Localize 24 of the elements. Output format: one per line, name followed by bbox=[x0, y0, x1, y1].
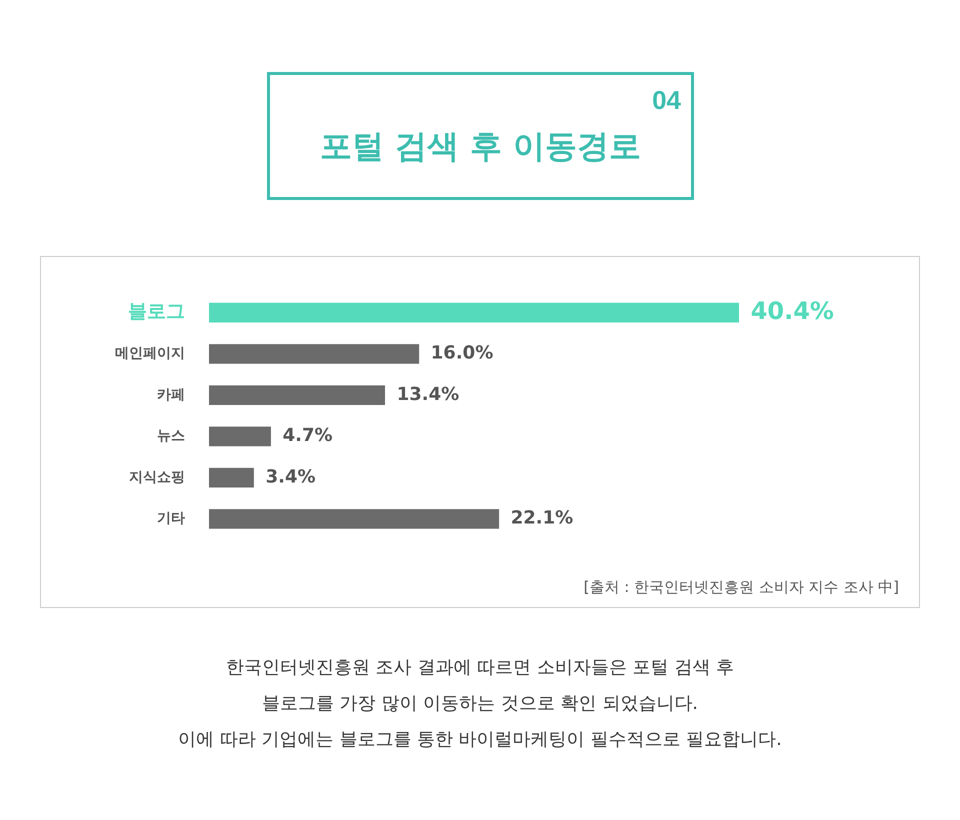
text: 한국인터넷진흥원 조사 결과에 따르면 소비자들은 포털 검색 후 bbox=[224, 656, 736, 680]
bar bbox=[209, 426, 271, 446]
y-tick-label: 뉴스 bbox=[157, 428, 185, 444]
chart-title: 포털 검색 후 이동경로 bbox=[318, 126, 642, 167]
y-tick-label: 카페 bbox=[157, 386, 185, 403]
bar bbox=[209, 385, 386, 405]
data-label: 40.4% bbox=[750, 296, 834, 325]
bar bbox=[209, 302, 740, 322]
y-tick-label: 지식쇼핑 bbox=[129, 469, 185, 486]
text: 04 bbox=[652, 85, 681, 116]
y-tick-label: 기타 bbox=[157, 510, 185, 527]
bar bbox=[209, 468, 254, 488]
bar bbox=[209, 344, 420, 364]
text: [출처 : 한국인터넷진흥원 소비자 지수 조사 中] bbox=[584, 578, 899, 597]
data-label: 4.7% bbox=[282, 425, 333, 446]
data-label: 16.0% bbox=[430, 342, 494, 364]
y-tick-label: 블로그 bbox=[128, 300, 185, 323]
data-label: 13.4% bbox=[396, 384, 460, 405]
text: 이에 따라 기업에는 블로그를 통한 바이럴마케팅이 필수적으로 필요합니다. bbox=[177, 728, 783, 752]
data-label: 3.4% bbox=[266, 466, 316, 488]
y-tick-label: 메인페이지 bbox=[115, 346, 185, 362]
bar bbox=[209, 509, 500, 529]
data-label: 22.1% bbox=[510, 508, 574, 529]
text: 블로그를 가장 많이 이동하는 것으로 확인 되었습니다. bbox=[260, 692, 700, 716]
